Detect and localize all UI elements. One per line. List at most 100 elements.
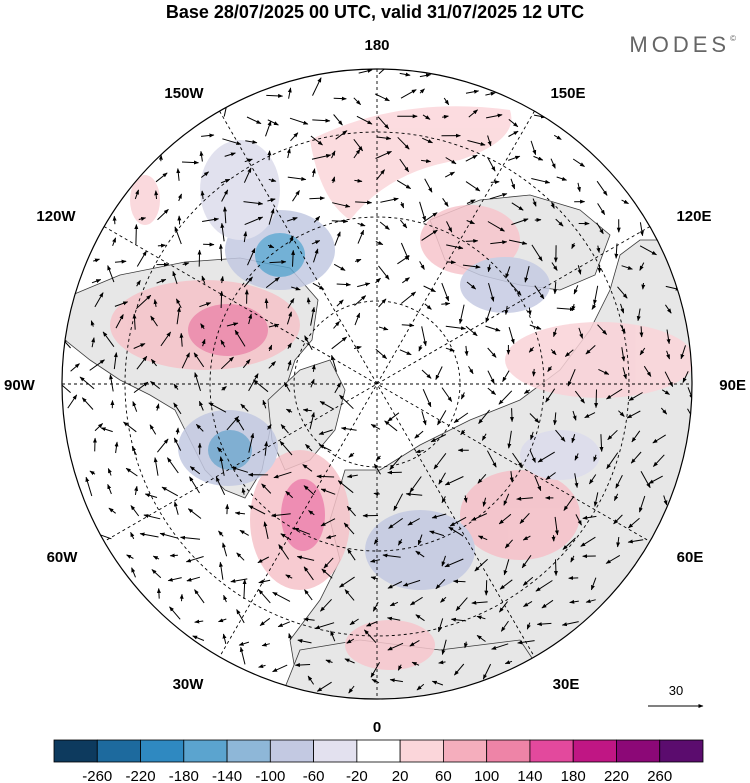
colorbar-swatch xyxy=(53,739,98,763)
wind-arrow xyxy=(431,680,444,686)
wind-arrow xyxy=(471,513,488,521)
wind-arrow xyxy=(193,352,205,368)
negative-anomaly-scandinavia xyxy=(365,510,475,590)
wind-arrow xyxy=(438,660,446,665)
wind-arrow xyxy=(465,325,478,337)
wind-arrow xyxy=(239,646,246,665)
wind-arrow xyxy=(173,402,182,415)
wind-arrow xyxy=(336,299,344,307)
lon-label-180: 180 xyxy=(364,37,389,54)
wind-arrow xyxy=(335,130,348,140)
wind-arrow xyxy=(161,486,179,497)
wind-arrow xyxy=(530,431,534,441)
wind-arrow xyxy=(266,93,284,98)
wind-arrow xyxy=(248,313,253,325)
wind-arrow xyxy=(144,493,158,498)
wind-arrow xyxy=(591,304,597,310)
wind-arrow xyxy=(154,190,159,200)
wind-arrow xyxy=(446,260,456,265)
wind-arrow xyxy=(585,599,596,604)
wind-arrow xyxy=(445,347,455,352)
colorbar-tick-label: -140 xyxy=(212,768,242,783)
wind-arrow xyxy=(247,247,256,266)
wind-arrow xyxy=(261,483,272,494)
wind-arrow xyxy=(597,203,606,216)
wind-arrow xyxy=(221,386,227,391)
wind-arrow xyxy=(551,262,558,271)
wind-arrow xyxy=(409,596,423,606)
wind-arrow xyxy=(221,189,229,202)
wind-arrow xyxy=(133,343,146,349)
wind-arrow xyxy=(553,559,558,576)
wind-arrow xyxy=(414,430,424,439)
colorbar-swatch xyxy=(226,739,271,763)
wind-arrow xyxy=(389,455,403,470)
wind-arrow xyxy=(505,266,511,279)
wind-vectors xyxy=(62,69,692,694)
wind-arrow xyxy=(220,178,231,184)
wind-arrow xyxy=(339,394,354,410)
wind-arrow xyxy=(463,641,468,649)
wind-arrow xyxy=(615,474,623,489)
wind-arrow xyxy=(248,505,266,515)
wind-arrow xyxy=(460,392,466,400)
wind-reference-label: 30 xyxy=(669,683,683,698)
colorbar-swatch xyxy=(486,739,531,763)
wind-arrow xyxy=(484,580,489,596)
wind-arrow xyxy=(199,302,212,308)
wind-arrow xyxy=(334,382,342,394)
wind-arrow xyxy=(310,378,315,388)
wind-arrow xyxy=(446,244,464,250)
wind-arrow xyxy=(353,138,363,152)
wind-arrow xyxy=(357,282,371,288)
wind-arrow xyxy=(218,618,227,623)
colorbar-swatch xyxy=(659,739,704,763)
wind-arrow xyxy=(467,140,486,146)
wind-arrow xyxy=(269,260,287,265)
wind-arrow xyxy=(487,221,505,232)
positive-anomaly-europe-south xyxy=(345,620,435,670)
wind-arrow xyxy=(136,250,147,267)
wind-arrow xyxy=(187,508,202,519)
wind-arrow xyxy=(421,229,438,241)
wind-arrow xyxy=(476,634,486,642)
wind-arrow xyxy=(309,412,315,430)
wind-arrow xyxy=(93,258,100,263)
wind-arrow xyxy=(508,119,519,128)
wind-arrow xyxy=(424,303,432,310)
wind-arrow xyxy=(94,423,103,432)
wind-arrow xyxy=(421,369,432,379)
wind-arrow xyxy=(486,113,503,119)
wind-arrow xyxy=(421,137,433,144)
wind-arrow xyxy=(344,658,355,664)
wind-arrow xyxy=(261,642,270,647)
map-title: Base 28/07/2025 00 UTC, valid 31/07/2025… xyxy=(165,2,585,22)
lon-label-120e: 120E xyxy=(676,208,711,225)
wind-arrow xyxy=(375,455,381,461)
wind-arrow xyxy=(387,616,401,621)
wind-arrow xyxy=(550,349,557,356)
wind-arrow xyxy=(402,579,421,587)
wind-arrow xyxy=(245,139,258,144)
wind-arrow xyxy=(621,347,626,362)
wind-arrow xyxy=(500,620,509,632)
wind-arrow xyxy=(511,202,524,211)
wind-arrow xyxy=(150,315,158,327)
wind-arrow xyxy=(400,89,417,99)
wind-arrow xyxy=(388,517,403,529)
positive-anomaly-north-atlantic-core xyxy=(281,479,325,551)
wind-arrow xyxy=(278,544,290,560)
wind-arrow xyxy=(244,158,253,163)
wind-arrow xyxy=(336,282,351,287)
wind-arrow xyxy=(343,522,355,535)
wind-arrow xyxy=(574,390,585,404)
wind-arrow xyxy=(200,323,205,330)
wind-arrow xyxy=(572,410,577,421)
wind-arrow xyxy=(534,285,545,300)
wind-arrow xyxy=(155,172,168,183)
negative-anomaly-kara-sea xyxy=(460,257,550,313)
wind-arrow xyxy=(481,433,487,441)
wind-arrow xyxy=(547,366,552,373)
wind-arrow xyxy=(218,243,223,262)
